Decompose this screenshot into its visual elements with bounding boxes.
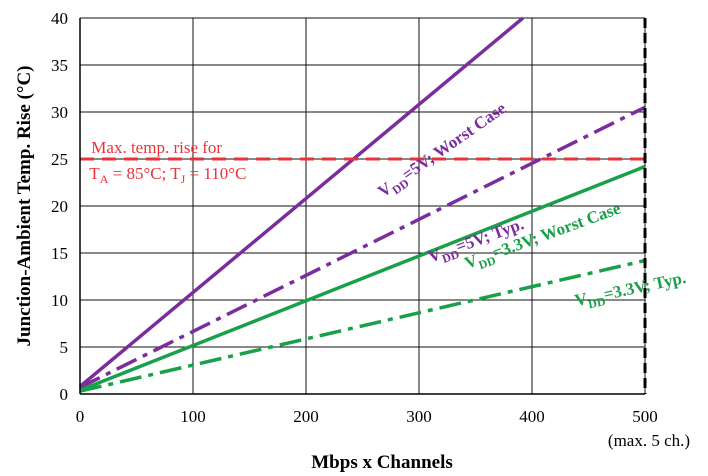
x-axis-title: Mbps x Channels (311, 452, 453, 473)
max-temp-rise-condition: TA = 85°C; TJ = 110°C (89, 164, 246, 186)
x-tick-label: 300 (406, 407, 432, 426)
series-label: VDD=5V; Worst Case (374, 98, 512, 204)
y-axis-title: Junction-Ambient Temp. Rise (°C) (14, 65, 35, 346)
y-tick-label: 0 (60, 385, 69, 404)
series-line (79, 105, 646, 389)
y-tick-label: 35 (51, 56, 68, 75)
reference-lines (80, 18, 647, 394)
x-tick-label: 0 (76, 407, 85, 426)
series-lines (78, 16, 646, 393)
x-tick-label: 400 (519, 407, 545, 426)
y-tick-label: 5 (60, 338, 69, 357)
y-tick-label: 10 (51, 291, 68, 310)
y-tick-label: 15 (51, 244, 68, 263)
y-tick-label: 40 (51, 9, 68, 28)
x-tick-label: 100 (180, 407, 206, 426)
y-tick-label: 20 (51, 197, 68, 216)
y-tick-label: 25 (51, 150, 68, 169)
max-temp-rise-label: Max. temp. rise for (91, 138, 222, 157)
x-tick-label: 500 (632, 407, 658, 426)
series-line (79, 164, 646, 392)
x-tick-note: (max. 5 ch.) (608, 431, 690, 450)
gridlines (79, 17, 646, 395)
y-tick-label: 30 (51, 103, 68, 122)
series-line (79, 258, 646, 393)
series-line (78, 16, 525, 388)
x-tick-label: 200 (293, 407, 319, 426)
